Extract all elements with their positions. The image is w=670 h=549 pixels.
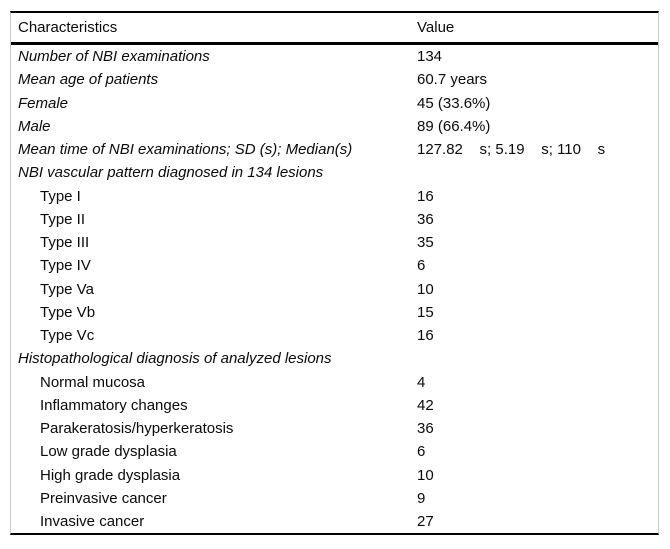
table-header-row: Characteristics Value <box>11 13 658 45</box>
table-row: Type Vb 15 <box>11 301 658 324</box>
row-label: Male <box>18 117 51 135</box>
row-label: Normal mucosa <box>40 373 146 391</box>
row-value: 45 (33.6%) <box>417 94 491 112</box>
table-row: Type Vc 16 <box>11 324 658 347</box>
characteristics-table: Characteristics Value Number of NBI exam… <box>10 11 659 536</box>
row-value: 36 <box>417 420 434 438</box>
row-value: 10 <box>417 466 434 484</box>
row-value: 134 <box>417 48 443 66</box>
row-label: Type IV <box>40 257 91 275</box>
row-value: 4 <box>417 373 426 391</box>
row-label: Low grade dysplasia <box>40 443 177 461</box>
table-row: Low grade dysplasia 6 <box>11 440 658 463</box>
table-row: Type III 35 <box>11 231 658 254</box>
row-value: 6 <box>417 443 426 461</box>
row-label: Number of NBI examinations <box>18 48 210 66</box>
table-row: Type II 36 <box>11 208 658 231</box>
column-header-characteristics: Characteristics <box>18 19 118 36</box>
table-row: Type Va 10 <box>11 278 658 301</box>
row-label: Mean age of patients <box>18 71 159 89</box>
row-value: 6 <box>417 257 426 275</box>
row-label: Type III <box>40 234 90 252</box>
row-label: Type Va <box>40 280 94 298</box>
row-value: 36 <box>417 210 434 228</box>
table-row: Parakeratosis/hyperkeratosis 36 <box>11 417 658 440</box>
table-row: Type I 16 <box>11 185 658 208</box>
row-label: NBI vascular pattern diagnosed in 134 le… <box>18 164 324 182</box>
table-row: Number of NBI examinations 134 <box>11 45 658 68</box>
table-body: Number of NBI examinations 134 Mean age … <box>11 45 658 533</box>
row-value: 35 <box>417 234 434 252</box>
table-row: Inflammatory changes 42 <box>11 394 658 417</box>
row-value: 16 <box>417 187 434 205</box>
row-label: Type I <box>40 187 81 205</box>
table-row: Histopathological diagnosis of analyzed … <box>11 347 658 370</box>
row-value: 60.7 years <box>417 71 488 89</box>
table-row: Mean age of patients 60.7 years <box>11 68 658 91</box>
row-value: 15 <box>417 303 434 321</box>
row-value: 27 <box>417 513 434 531</box>
row-value: 9 <box>417 489 426 507</box>
column-header-value: Value <box>417 19 455 36</box>
table-row: Preinvasive cancer 9 <box>11 487 658 510</box>
row-label: Mean time of NBI examinations; SD (s); M… <box>18 141 353 159</box>
row-value: 10 <box>417 280 434 298</box>
row-value: 127.82 s; 5.19 s; 110 s <box>417 141 606 159</box>
row-label: Type II <box>40 210 86 228</box>
row-label: Inflammatory changes <box>40 396 188 414</box>
row-value: 89 (66.4%) <box>417 117 491 135</box>
row-label: Histopathological diagnosis of analyzed … <box>18 350 332 368</box>
row-label: High grade dysplasia <box>40 466 181 484</box>
row-label: Parakeratosis/hyperkeratosis <box>40 420 234 438</box>
table-row: Normal mucosa 4 <box>11 371 658 394</box>
row-label: Female <box>18 94 69 112</box>
table-row: NBI vascular pattern diagnosed in 134 le… <box>11 161 658 184</box>
table-row: High grade dysplasia 10 <box>11 464 658 487</box>
table-row: Invasive cancer 27 <box>11 510 658 533</box>
row-label: Type Vc <box>40 327 95 345</box>
row-label: Invasive cancer <box>40 513 145 531</box>
table-row: Type IV 6 <box>11 254 658 277</box>
table-row: Female 45 (33.6%) <box>11 92 658 115</box>
row-label: Preinvasive cancer <box>40 489 167 507</box>
row-value: 16 <box>417 327 434 345</box>
row-label: Type Vb <box>40 303 96 321</box>
table-row: Male 89 (66.4%) <box>11 115 658 138</box>
row-value: 42 <box>417 396 434 414</box>
table-row: Mean time of NBI examinations; SD (s); M… <box>11 138 658 161</box>
